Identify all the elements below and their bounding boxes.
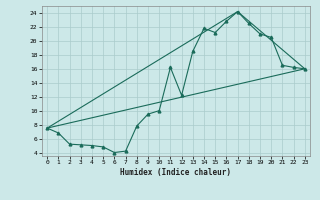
X-axis label: Humidex (Indice chaleur): Humidex (Indice chaleur) [121, 168, 231, 177]
